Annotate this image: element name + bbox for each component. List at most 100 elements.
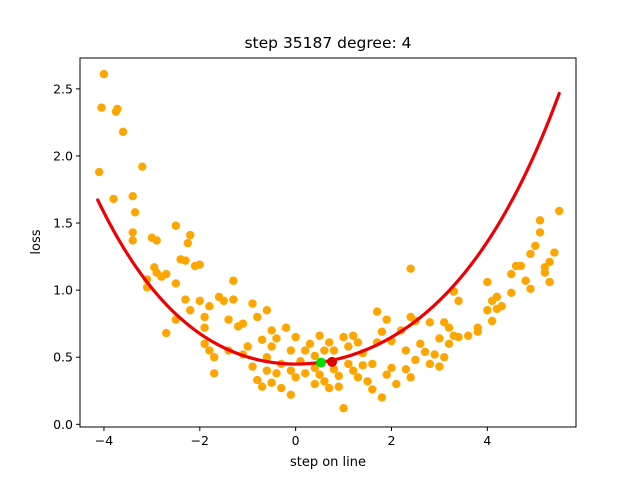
scatter-point	[329, 365, 339, 374]
scatter-point	[473, 327, 482, 336]
scatter-point	[171, 279, 181, 288]
scatter-point	[272, 334, 281, 343]
scatter-point	[382, 370, 391, 379]
scatter-point	[353, 338, 363, 347]
scatter-point	[267, 378, 276, 387]
scatter-point	[118, 127, 128, 136]
x-axis-label: step on line	[290, 455, 366, 470]
scatter-point	[521, 276, 530, 285]
scatter-point	[186, 306, 195, 315]
scatter-point	[205, 302, 214, 311]
scatter-point	[516, 261, 526, 271]
scatter-point	[348, 331, 358, 340]
scatter-point	[401, 365, 411, 374]
scatter-point	[130, 208, 140, 217]
scatter-point	[320, 346, 329, 355]
scatter-point	[382, 315, 391, 324]
scatter-point	[305, 339, 315, 349]
scatter-point	[535, 228, 545, 237]
scatter-point	[339, 332, 348, 342]
scatter-point	[463, 331, 473, 340]
y-tick-label: 0.5	[53, 350, 73, 365]
scatter-point	[334, 371, 343, 381]
scatter-point	[344, 342, 353, 351]
scatter-point	[281, 323, 291, 332]
plot-frame	[79, 57, 577, 428]
scatter-point	[109, 194, 118, 204]
scatter-point	[358, 361, 367, 370]
scatter-point	[487, 316, 497, 326]
scatter-point	[229, 276, 238, 285]
scatter-point	[440, 318, 449, 327]
scatter-point	[444, 323, 454, 332]
scatter-point	[329, 346, 339, 355]
scatter-point	[334, 382, 343, 391]
scatter-point	[526, 284, 535, 293]
scatter-point	[181, 295, 190, 304]
scatter-point	[238, 319, 248, 328]
scatter-point	[200, 312, 209, 322]
scatter-point	[183, 238, 193, 248]
x-tick-label: 2	[388, 433, 396, 448]
scatter-point	[545, 277, 554, 287]
scatter-point	[406, 264, 415, 273]
scatter-point	[200, 323, 209, 332]
scatter-point	[262, 306, 272, 315]
scatter-point	[540, 268, 550, 277]
scatter-point	[162, 328, 171, 338]
scatter-point	[181, 256, 190, 265]
scatter-point	[435, 334, 444, 343]
scatter-point	[243, 342, 252, 351]
scatter-point	[435, 362, 444, 371]
scatter-point	[401, 346, 411, 355]
scatter-point	[425, 318, 435, 327]
scatter-point	[377, 327, 387, 336]
scatter-point	[257, 382, 267, 391]
scatter-point	[348, 366, 358, 375]
scatter-point	[545, 257, 554, 267]
scatter-point	[291, 373, 300, 382]
scatter-point	[387, 363, 396, 373]
scatter-point	[324, 338, 334, 347]
scatter-point	[310, 363, 320, 373]
scatter-point	[353, 373, 363, 382]
scatter-point	[99, 69, 109, 79]
scatter-point	[310, 351, 320, 361]
green-marker	[316, 357, 327, 368]
scatter-point	[209, 369, 219, 378]
scatter-point	[209, 353, 219, 362]
scatter-point	[253, 375, 262, 385]
scatter-point	[420, 347, 430, 357]
red-marker	[327, 356, 338, 367]
x-tick-label: −2	[191, 433, 209, 448]
scatter-point	[113, 104, 122, 114]
scatter-point	[377, 393, 387, 402]
scatter-point	[205, 346, 214, 355]
y-tick-label: 2.5	[53, 81, 73, 96]
scatter-point	[219, 296, 228, 306]
scatter-point	[272, 369, 281, 378]
scatter-point	[267, 342, 276, 351]
scatter-point	[286, 366, 296, 375]
scatter-point	[310, 379, 320, 389]
scatter-point	[267, 326, 276, 335]
scatter-point	[128, 228, 137, 237]
scatter-point	[483, 306, 492, 315]
scatter-point	[531, 241, 540, 251]
scatter-point	[454, 296, 463, 306]
scatter-point	[257, 335, 267, 344]
y-tick-label: 0.0	[53, 417, 73, 432]
scatter-point	[253, 312, 262, 322]
scatter-point	[339, 404, 348, 413]
scatter-point	[392, 379, 401, 389]
scatter-point	[497, 302, 506, 311]
scatter-point	[195, 296, 205, 306]
scatter-point	[277, 383, 286, 393]
scatter-point	[368, 359, 377, 369]
scatter-point	[248, 299, 257, 308]
scatter-point	[286, 346, 296, 355]
scatter-point	[229, 295, 238, 304]
scatter-point	[315, 331, 324, 340]
scatter-point	[363, 377, 372, 386]
scatter-point	[535, 216, 545, 225]
